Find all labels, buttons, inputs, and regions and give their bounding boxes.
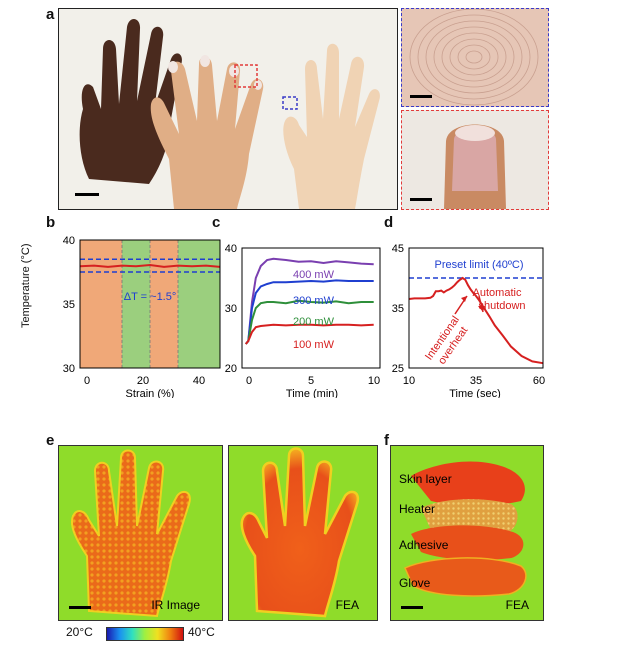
chart-d: 45 35 25 10 35 60 Time (sec) Preset limi… [392, 243, 545, 398]
chart-b-band-3 [178, 240, 220, 368]
chart-b: 40 35 30 0 20 40 Strain (%) ΔT = ~1.5° [63, 235, 221, 398]
colorbar-min-label: 20°C [66, 625, 93, 639]
chart-b-band-2 [150, 240, 178, 368]
colorbar [106, 627, 184, 641]
chart-d-shutdown-line2: shutdown [478, 300, 525, 312]
fea-hand [240, 447, 360, 618]
layer-label-glove: Glove [399, 576, 431, 590]
hands-photo [58, 8, 398, 210]
scale-bar [410, 95, 432, 98]
fingerprint-closeup [401, 8, 549, 107]
chart-c-series-300-mw [245, 279, 374, 345]
red-highlight-box [234, 64, 258, 88]
colorbar-max-label: 40°C [188, 625, 215, 639]
blue-highlight-box [282, 96, 298, 110]
chart-d-ytick-25: 25 [392, 363, 404, 375]
chart-c-label-100mw: 100 mW [293, 339, 335, 351]
chart-c-ytick-30: 30 [225, 303, 237, 315]
chart-b-frame [79, 239, 221, 369]
chart-b-band-0 [80, 240, 122, 368]
chart-b-ytick-30: 30 [63, 363, 75, 375]
panel-label-b: b [46, 214, 56, 231]
ir-hand [69, 449, 191, 618]
fea-label: FEA [335, 598, 359, 612]
chart-b-ytick-40: 40 [63, 235, 75, 247]
chart-d-ytick-45: 45 [392, 243, 404, 255]
chart-b-annotation: ΔT = ~1.5° [124, 291, 177, 303]
chart-c-ytick-40: 40 [225, 243, 237, 255]
chart-c-ytick-20: 20 [225, 363, 237, 375]
fea-layers-panel: Skin layer Heater Adhesive Glove FEA [390, 445, 544, 621]
fingernail-illustration [410, 124, 506, 209]
chart-c-frame [241, 247, 381, 369]
chart-b-ytick-35: 35 [63, 299, 75, 311]
panel-label-f: f [384, 432, 389, 449]
scale-bar [69, 606, 91, 609]
fea-panel: FEA [228, 445, 378, 621]
chart-c-lines [245, 257, 374, 345]
chart-b-bands [80, 240, 220, 368]
chart-c-xtick-5: 5 [308, 375, 314, 387]
chart-d-xtick-10: 10 [403, 375, 415, 387]
chart-c-xtick-0: 0 [246, 375, 252, 387]
chart-c-label-200mw: 200 mW [293, 316, 335, 328]
chart-b-xtick-20: 20 [137, 375, 149, 387]
fingernails [168, 55, 262, 90]
human-hand [150, 56, 264, 209]
chart-b-lines [79, 258, 221, 273]
chart-d-series-0 [408, 276, 544, 365]
chart-b-xtick-40: 40 [193, 375, 205, 387]
chart-c-series-200-mw [245, 299, 374, 345]
hands-illustration [75, 18, 380, 209]
chart-c-series-100-mw [245, 323, 374, 345]
ir-image-panel: IR Image [58, 445, 223, 621]
chart-d-lines [408, 276, 544, 365]
chart-b-xtick-0: 0 [84, 375, 90, 387]
chart-b-xlabel: Strain (%) [126, 388, 175, 398]
chart-c-xtick-10: 10 [368, 375, 380, 387]
chart-d-shutdown-line1: Automatic [473, 287, 522, 299]
panel-label-c: c [212, 214, 221, 231]
chart-d-xtick-60: 60 [533, 375, 545, 387]
scale-bar [75, 193, 99, 196]
chart-c-series-400-mw [245, 257, 374, 345]
panel-label-d: d [384, 214, 394, 231]
chart-c-xlabel: Time (min) [286, 388, 338, 398]
fea-layers-label: FEA [505, 598, 529, 612]
panel-label-a: a [46, 6, 55, 23]
fingerprint-pattern [409, 9, 539, 106]
chart-d-ytick-35: 35 [392, 303, 404, 315]
layer-label-heater: Heater [399, 502, 436, 516]
scale-bar [401, 606, 423, 609]
chart-c-label-400mw: 400 mW [293, 269, 335, 281]
translucent-artificial-hand [283, 43, 380, 209]
chart-b-band-1 [122, 240, 150, 368]
chart-d-xtick-35: 35 [470, 375, 482, 387]
dark-glove-hand [79, 18, 182, 184]
chart-b-ylabel: Temperature (°C) [20, 243, 32, 328]
layer-label-adhesive: Adhesive [399, 538, 449, 552]
panel-label-e: e [46, 432, 55, 449]
chart-d-xlabel: Time (sec) [449, 388, 501, 398]
chart-b-series-0 [79, 263, 221, 268]
ir-image-label: IR Image [151, 598, 200, 612]
fea-layer-stack [401, 461, 527, 609]
chart-c-label-300mw: 300 mW [293, 295, 335, 307]
chart-d-preset-label: Preset limit (40ºC) [435, 259, 524, 271]
chart-d-frame [408, 247, 544, 369]
scale-bar [410, 198, 432, 201]
chart-c: 40 30 20 0 5 10 Time (min) 400 mW 300 mW… [225, 243, 381, 398]
fingernail-closeup [401, 110, 549, 210]
layer-label-skin: Skin layer [399, 472, 452, 486]
